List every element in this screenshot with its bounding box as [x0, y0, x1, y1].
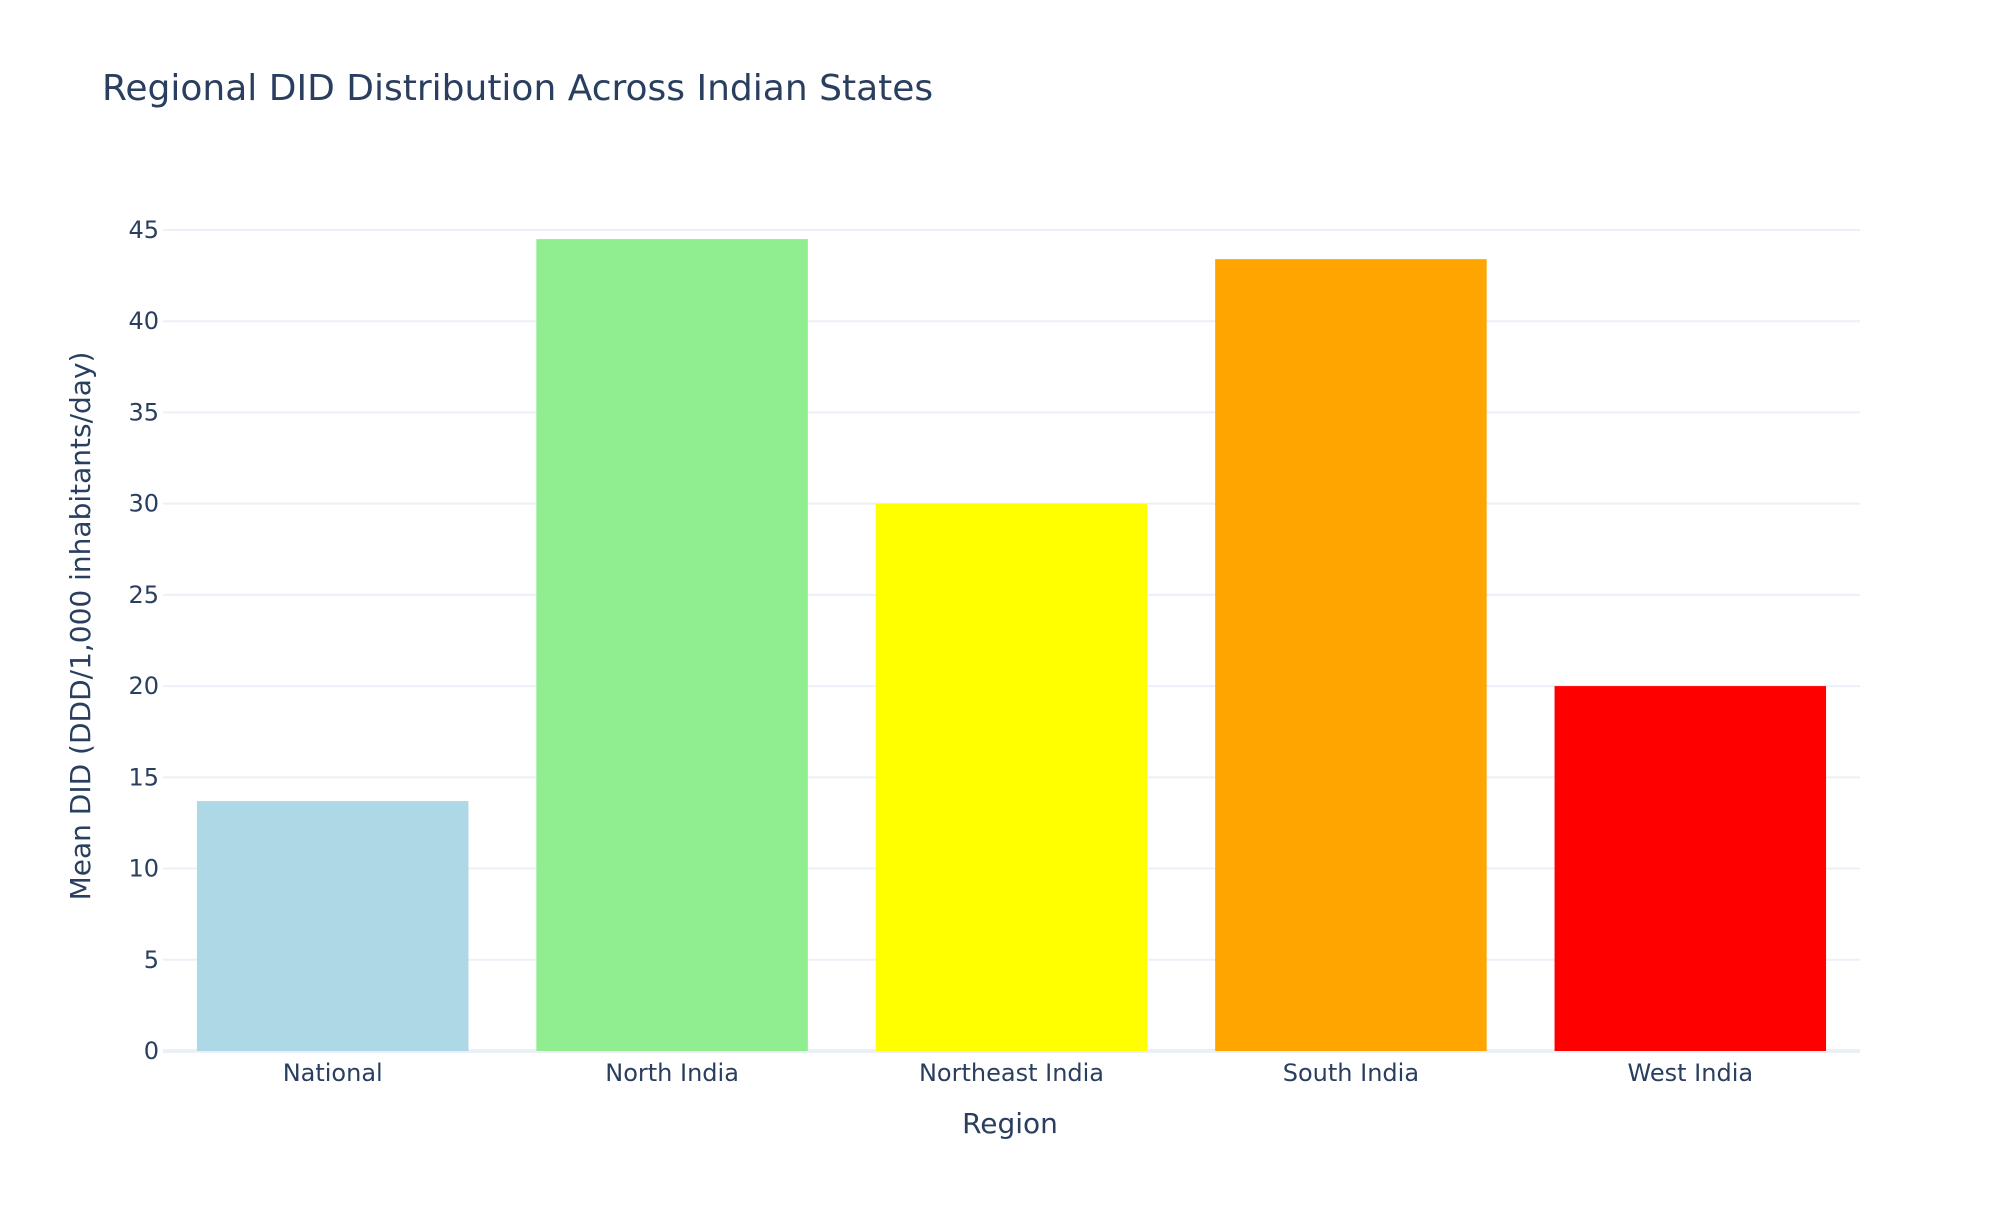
chart-title: Regional DID Distribution Across Indian …: [102, 68, 933, 109]
y-axis-ticks: 0 5 10 15 20 25 30 35 40 45: [128, 216, 159, 1065]
y-tick-label: 0: [144, 1037, 159, 1065]
x-axis-ticks: National North India Northeast India South …: [283, 1059, 1753, 1087]
y-tick-label: 45: [128, 216, 159, 244]
x-tick-label: South India: [1283, 1059, 1419, 1087]
y-tick-label: 10: [128, 855, 159, 883]
y-tick-label: 15: [128, 763, 159, 791]
bar-south-india: [1215, 259, 1487, 1051]
bar-national: [196, 801, 469, 1051]
y-axis-title: Mean DID (DDD/1,000 inhabitants/day): [64, 352, 97, 901]
x-axis-title: Region: [962, 1107, 1058, 1140]
y-tick-label: 40: [128, 307, 159, 335]
y-tick-label: 20: [128, 672, 159, 700]
y-tick-label: 25: [128, 581, 159, 609]
x-tick-label: National: [283, 1059, 383, 1087]
x-tick-label: Northeast India: [919, 1059, 1104, 1087]
x-tick-label: North India: [605, 1059, 739, 1087]
bars: [196, 239, 1827, 1052]
y-tick-label: 30: [128, 490, 159, 518]
bar-west-india: [1554, 686, 1827, 1051]
y-tick-label: 35: [128, 398, 159, 426]
bar-north-india: [536, 239, 808, 1052]
bar-northeast-india: [875, 503, 1148, 1051]
x-tick-label: West India: [1628, 1059, 1754, 1087]
y-tick-label: 5: [144, 946, 159, 974]
